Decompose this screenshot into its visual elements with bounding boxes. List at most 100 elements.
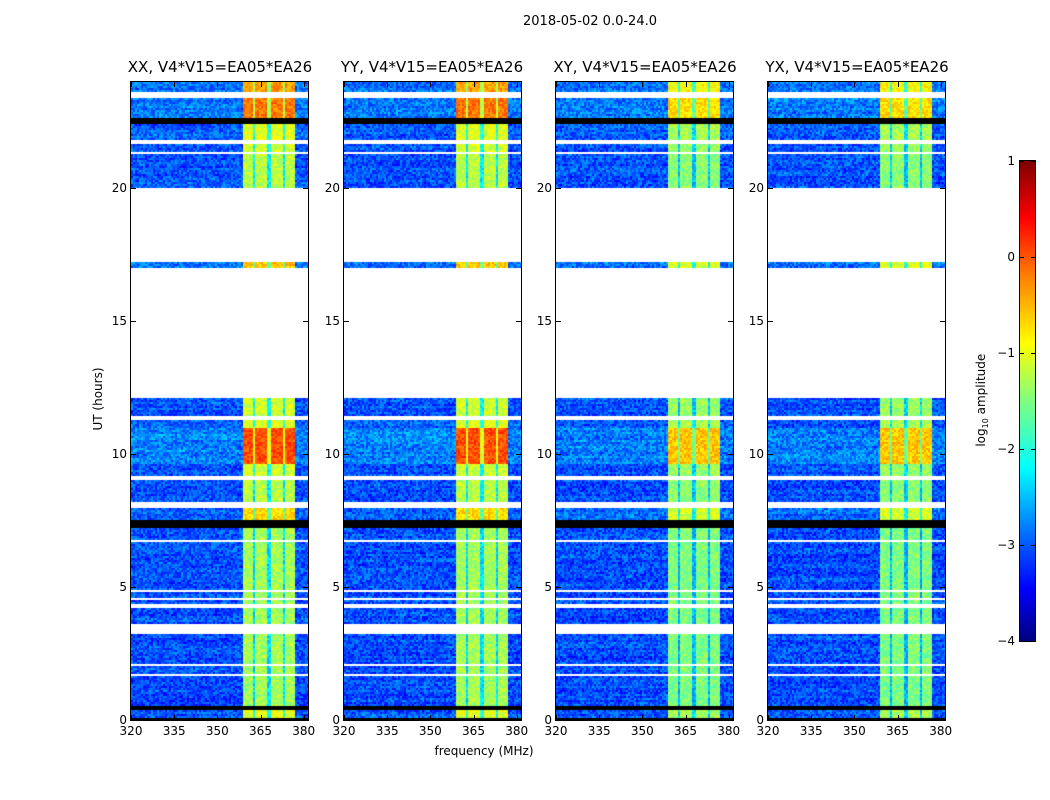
y-tick-right <box>728 720 733 721</box>
colorbar-tick <box>1020 161 1024 162</box>
y-tick-label: 15 <box>536 314 552 329</box>
colorbar-tick-right <box>1031 545 1035 546</box>
x-tick-label: 320 <box>756 724 780 738</box>
colorbar-tick <box>1020 353 1024 354</box>
y-tick <box>344 720 349 721</box>
y-tick-right <box>940 321 945 323</box>
x-tick <box>174 715 176 720</box>
x-tick-label: 350 <box>630 724 654 738</box>
x-tick-label: 380 <box>929 724 953 738</box>
y-tick-label: 15 <box>324 314 340 329</box>
y-axis-label: UT (hours) <box>91 367 105 431</box>
x-tick-top <box>768 82 769 87</box>
y-tick <box>768 321 773 323</box>
x-tick <box>728 715 730 720</box>
y-tick-right <box>303 587 308 589</box>
heatmap-yy <box>344 82 521 720</box>
y-tick-right <box>303 720 308 721</box>
y-tick <box>556 454 561 456</box>
y-tick-right <box>940 587 945 589</box>
panel-xx <box>130 81 309 721</box>
colorbar-tick-right <box>1031 161 1035 162</box>
x-tick <box>556 715 557 720</box>
x-tick-top <box>854 82 856 87</box>
figure-title: 2018-05-02 0.0-24.0 <box>523 14 657 29</box>
x-tick-label: 320 <box>544 724 568 738</box>
x-tick-top <box>174 82 176 87</box>
y-tick <box>556 321 561 323</box>
colorbar-tick <box>1020 641 1024 642</box>
y-tick-label: 20 <box>111 181 127 196</box>
y-tick-right <box>940 454 945 456</box>
x-tick-top <box>728 82 730 87</box>
heatmap-yx <box>768 82 945 720</box>
y-tick-right <box>516 188 521 190</box>
colorbar-label-sub: 10 <box>981 418 991 429</box>
x-tick-label: 350 <box>842 724 866 738</box>
panel-yx <box>767 81 946 721</box>
y-tick-label: 15 <box>111 314 127 329</box>
x-tick-top <box>303 82 305 87</box>
colorbar-tick-label: −3 <box>997 538 1015 552</box>
x-tick-top <box>599 82 601 87</box>
x-tick-label: 335 <box>799 724 823 738</box>
y-tick-right <box>728 321 733 323</box>
colorbar-tick-right <box>1031 449 1035 450</box>
x-tick-label: 380 <box>505 724 529 738</box>
x-tick <box>854 715 856 720</box>
y-tick <box>344 188 349 190</box>
y-tick-right <box>728 587 733 589</box>
y-tick-right <box>516 454 521 456</box>
x-tick <box>685 715 687 720</box>
x-tick <box>131 715 132 720</box>
y-tick <box>768 587 773 589</box>
x-tick-top <box>387 82 389 87</box>
x-tick-top <box>556 82 557 87</box>
x-tick-top <box>811 82 813 87</box>
y-tick <box>768 454 773 456</box>
y-tick-label: 20 <box>748 181 764 196</box>
panel-title-xx: XX, V4*V15=EA05*EA26 <box>127 58 313 76</box>
x-tick-top <box>217 82 219 87</box>
x-tick-label: 335 <box>162 724 186 738</box>
colorbar-tick <box>1020 257 1024 258</box>
x-tick-top <box>685 82 687 87</box>
panel-yy <box>343 81 522 721</box>
x-tick <box>217 715 219 720</box>
y-tick-right <box>516 587 521 589</box>
x-tick <box>642 715 644 720</box>
x-tick <box>768 715 769 720</box>
x-tick <box>599 715 601 720</box>
y-tick-label: 20 <box>324 181 340 196</box>
x-tick-top <box>260 82 262 87</box>
y-tick-label: 10 <box>748 447 764 462</box>
panel-title-yx: YX, V4*V15=EA05*EA26 <box>765 58 949 76</box>
x-tick-label: 380 <box>717 724 741 738</box>
y-tick-right <box>516 720 521 721</box>
y-tick <box>556 188 561 190</box>
y-tick <box>556 720 561 721</box>
x-tick <box>430 715 432 720</box>
y-tick-label: 0 <box>756 713 764 727</box>
y-tick-label: 0 <box>544 713 552 727</box>
y-tick <box>344 321 349 323</box>
y-tick-label: 5 <box>119 580 127 595</box>
x-tick <box>811 715 813 720</box>
y-tick-label: 5 <box>544 580 552 595</box>
x-tick-label: 350 <box>418 724 442 738</box>
x-tick-label: 335 <box>375 724 399 738</box>
x-tick-label: 365 <box>249 724 272 738</box>
y-tick-label: 0 <box>332 713 340 727</box>
x-tick-label: 365 <box>674 724 697 738</box>
x-tick-top <box>897 82 899 87</box>
y-tick-label: 5 <box>332 580 340 595</box>
y-tick-right <box>303 321 308 323</box>
colorbar-tick-right <box>1031 353 1035 354</box>
heatmap-xx <box>131 82 308 720</box>
y-tick-label: 0 <box>119 713 127 727</box>
y-tick-label: 15 <box>748 314 764 329</box>
colorbar-tick-right <box>1031 257 1035 258</box>
x-tick-label: 320 <box>119 724 143 738</box>
y-tick <box>344 587 349 589</box>
y-tick <box>344 454 349 456</box>
